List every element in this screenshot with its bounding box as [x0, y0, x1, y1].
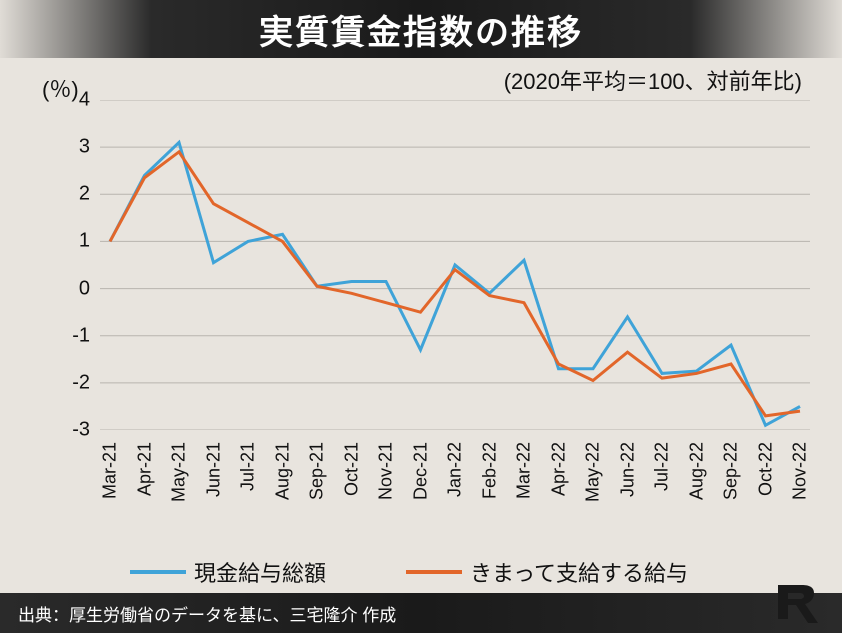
x-tick-label: Oct-22: [755, 436, 776, 496]
plot-area: [100, 100, 810, 430]
legend-line-series2: [406, 570, 462, 574]
legend: 現金給与総額 きまって支給する給与: [130, 556, 770, 588]
source-text: 出典：厚生労働省のデータを基に、三宅隆介 作成: [18, 601, 396, 626]
y-tick-label: 2: [40, 183, 90, 206]
legend-label-series1: 現金給与総額: [194, 556, 326, 588]
logo-icon: [774, 581, 820, 627]
y-tick-label: 3: [40, 136, 90, 159]
x-tick-label: Oct-21: [341, 436, 362, 496]
x-tick-label: Nov-21: [376, 436, 397, 500]
x-tick-label: May-22: [583, 436, 604, 502]
y-tick-label: 0: [40, 277, 90, 300]
legend-item-series2: きまって支給する給与: [406, 556, 688, 588]
y-tick-label: 1: [40, 230, 90, 253]
x-tick-label: Jan-22: [445, 436, 466, 497]
x-tick-label: Sep-22: [721, 436, 742, 500]
y-tick-label: 4: [40, 89, 90, 112]
x-tick-label: Aug-22: [686, 436, 707, 500]
y-tick-label: -2: [40, 371, 90, 394]
chart-container: 43210-1-2-3 Mar-21Apr-21May-21Jun-21Jul-…: [70, 100, 810, 480]
title-bar: 実質賃金指数の推移: [0, 0, 842, 58]
x-tick-label: Sep-21: [307, 436, 328, 500]
page-title: 実質賃金指数の推移: [259, 5, 583, 54]
x-tick-label: Apr-22: [548, 436, 569, 496]
y-tick-label: -1: [40, 324, 90, 347]
legend-label-series2: きまって支給する給与: [470, 556, 688, 588]
x-tick-label: Aug-21: [272, 436, 293, 500]
x-tick-label: Nov-22: [790, 436, 811, 500]
x-tick-label: Jul-22: [652, 436, 673, 491]
legend-line-series1: [130, 570, 186, 574]
chart-svg: [100, 100, 810, 430]
x-tick-label: Mar-22: [514, 436, 535, 499]
x-tick-label: Jul-21: [238, 436, 259, 491]
x-tick-label: Mar-21: [100, 436, 121, 499]
y-tick-label: -3: [40, 419, 90, 442]
x-tick-label: Apr-21: [134, 436, 155, 496]
legend-item-series1: 現金給与総額: [130, 556, 326, 588]
x-tick-label: Feb-22: [479, 436, 500, 499]
x-tick-label: May-21: [169, 436, 190, 502]
x-tick-label: Jun-21: [203, 436, 224, 497]
x-tick-label: Jun-22: [617, 436, 638, 497]
footer-bar: 出典：厚生労働省のデータを基に、三宅隆介 作成: [0, 593, 842, 633]
subtitle: (2020年平均＝100、対前年比): [504, 64, 802, 96]
x-tick-label: Dec-21: [410, 436, 431, 500]
